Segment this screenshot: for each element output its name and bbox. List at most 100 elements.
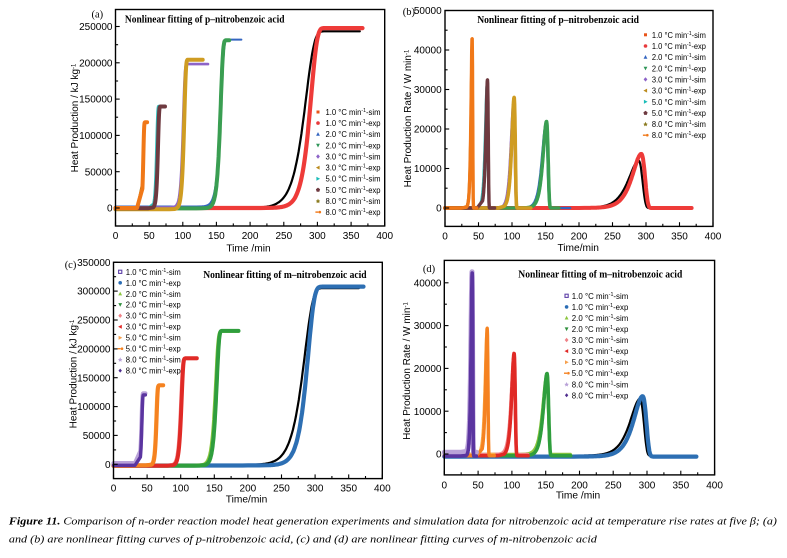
svg-text:Heat Production Rate / W min-1: Heat Production Rate / W min-1 bbox=[402, 302, 413, 440]
svg-text:3.0 °C min-1-exp: 3.0 °C min-1-exp bbox=[126, 323, 182, 332]
svg-text:100: 100 bbox=[172, 484, 189, 495]
svg-text:150: 150 bbox=[208, 231, 225, 242]
svg-text:10000: 10000 bbox=[414, 407, 442, 418]
svg-text:Heat Production Rate / W min-1: Heat Production Rate / W min-1 bbox=[403, 49, 414, 187]
svg-text:2.0 °C min-1-exp: 2.0 °C min-1-exp bbox=[326, 141, 382, 150]
svg-text:8.0 °C min-1-sim: 8.0 °C min-1-sim bbox=[126, 356, 181, 365]
svg-text:0: 0 bbox=[107, 204, 113, 215]
svg-text:400: 400 bbox=[705, 232, 722, 243]
svg-text:5.0 °C min-1-exp: 5.0 °C min-1-exp bbox=[572, 369, 629, 378]
svg-text:250: 250 bbox=[605, 481, 622, 492]
svg-text:3.0 °C min-1-sim: 3.0 °C min-1-sim bbox=[126, 312, 181, 321]
svg-text:50: 50 bbox=[473, 232, 485, 243]
svg-text:50: 50 bbox=[142, 484, 154, 495]
svg-text:100: 100 bbox=[504, 481, 521, 492]
svg-text:3.0 °C min-1-sim: 3.0 °C min-1-sim bbox=[652, 75, 706, 84]
svg-text:3.0 °C min-1-sim: 3.0 °C min-1-sim bbox=[572, 336, 629, 345]
svg-text:8.0 °C min-1-exp: 8.0 °C min-1-exp bbox=[126, 367, 182, 376]
svg-text:0: 0 bbox=[436, 204, 442, 215]
svg-text:5.0 °C min-1-exp: 5.0 °C min-1-exp bbox=[652, 109, 707, 118]
svg-text:3.0 °C min-1-sim: 3.0 °C min-1-sim bbox=[326, 153, 381, 162]
svg-text:0: 0 bbox=[442, 481, 448, 492]
svg-text:0: 0 bbox=[113, 231, 119, 242]
svg-text:150000: 150000 bbox=[79, 95, 113, 106]
svg-text:Nonlinear fitting of m–nitrobe: Nonlinear fitting of m–nitrobenzoic acid bbox=[518, 269, 682, 280]
svg-text:8.0 °C min-1-exp: 8.0 °C min-1-exp bbox=[326, 208, 382, 217]
svg-text:Nonlinear fitting of p–nitrobe: Nonlinear fitting of p–nitrobenzoic acid bbox=[477, 15, 639, 26]
svg-text:300: 300 bbox=[638, 232, 655, 243]
svg-text:250000: 250000 bbox=[77, 316, 111, 327]
svg-text:1.0 °C min-1-exp: 1.0 °C min-1-exp bbox=[326, 119, 382, 128]
svg-text:Nonlinear fitting of p–nitrobe: Nonlinear fitting of p–nitrobenzoic acid bbox=[125, 15, 285, 26]
svg-text:300000: 300000 bbox=[77, 287, 111, 298]
svg-text:1.0 °C min-1-sim: 1.0 °C min-1-sim bbox=[126, 268, 181, 277]
svg-text:100: 100 bbox=[504, 232, 521, 243]
svg-text:300: 300 bbox=[309, 231, 326, 242]
svg-text:200000: 200000 bbox=[79, 58, 113, 69]
svg-text:(d): (d) bbox=[423, 264, 436, 275]
svg-text:150: 150 bbox=[537, 232, 554, 243]
svg-text:0: 0 bbox=[436, 450, 442, 461]
svg-text:Time/min: Time/min bbox=[226, 495, 268, 506]
svg-text:150: 150 bbox=[537, 481, 554, 492]
svg-text:1.0 °C min-1-exp: 1.0 °C min-1-exp bbox=[652, 42, 707, 51]
svg-text:0: 0 bbox=[442, 232, 448, 243]
svg-text:2.0 °C min-1-exp: 2.0 °C min-1-exp bbox=[652, 64, 707, 73]
svg-text:1.0 °C min-1-exp: 1.0 °C min-1-exp bbox=[572, 303, 629, 312]
svg-text:2.0 °C min-1-sim: 2.0 °C min-1-sim bbox=[326, 130, 381, 139]
svg-text:8.0 °C min-1-sim: 8.0 °C min-1-sim bbox=[652, 120, 706, 129]
svg-text:150: 150 bbox=[206, 484, 223, 495]
svg-text:(c): (c) bbox=[65, 260, 77, 271]
svg-text:250: 250 bbox=[273, 484, 290, 495]
svg-text:(b): (b) bbox=[403, 7, 416, 18]
svg-text:0: 0 bbox=[105, 460, 111, 471]
svg-text:300: 300 bbox=[307, 484, 324, 495]
svg-text:3.0 °C min-1-exp: 3.0 °C min-1-exp bbox=[326, 164, 382, 173]
svg-text:50000: 50000 bbox=[83, 431, 111, 442]
svg-text:Time /min: Time /min bbox=[226, 244, 270, 255]
svg-text:150000: 150000 bbox=[77, 373, 111, 384]
svg-text:0: 0 bbox=[111, 484, 117, 495]
svg-text:Nonlinear fitting of m–nitrobe: Nonlinear fitting of m–nitrobenzoic acid bbox=[203, 270, 367, 281]
svg-text:200: 200 bbox=[242, 231, 259, 242]
svg-text:200: 200 bbox=[571, 232, 588, 243]
svg-text:20000: 20000 bbox=[414, 364, 442, 375]
svg-text:350000: 350000 bbox=[77, 258, 111, 269]
svg-text:1.0 °C min-1-sim: 1.0 °C min-1-sim bbox=[572, 292, 629, 301]
svg-text:2.0 °C min-1-exp: 2.0 °C min-1-exp bbox=[126, 301, 182, 310]
svg-text:50: 50 bbox=[473, 481, 485, 492]
svg-text:2.0 °C min-1-exp: 2.0 °C min-1-exp bbox=[572, 325, 629, 334]
svg-text:40000: 40000 bbox=[414, 46, 442, 57]
svg-text:2.0 °C min-1-sim: 2.0 °C min-1-sim bbox=[572, 314, 629, 323]
svg-text:250: 250 bbox=[604, 232, 621, 243]
svg-text:400: 400 bbox=[374, 484, 391, 495]
svg-text:8.0 °C min-1-exp: 8.0 °C min-1-exp bbox=[572, 391, 629, 400]
svg-text:200000: 200000 bbox=[77, 345, 111, 356]
svg-text:400: 400 bbox=[706, 481, 723, 492]
svg-text:250000: 250000 bbox=[79, 22, 113, 33]
svg-text:Heat Production / kJ kg-1: Heat Production / kJ kg-1 bbox=[69, 319, 80, 428]
svg-text:2.0 °C min-1-sim: 2.0 °C min-1-sim bbox=[126, 290, 181, 299]
svg-text:100000: 100000 bbox=[79, 131, 113, 142]
svg-text:40000: 40000 bbox=[414, 278, 442, 289]
svg-text:5.0 °C min-1-sim: 5.0 °C min-1-sim bbox=[572, 358, 629, 367]
svg-text:100000: 100000 bbox=[77, 402, 111, 413]
svg-text:30000: 30000 bbox=[414, 321, 442, 332]
svg-text:350: 350 bbox=[340, 484, 357, 495]
svg-text:5.0 °C min-1-sim: 5.0 °C min-1-sim bbox=[652, 98, 706, 107]
svg-text:350: 350 bbox=[671, 232, 688, 243]
svg-text:400: 400 bbox=[376, 231, 393, 242]
svg-text:and (b) are nonlinear fitting: and (b) are nonlinear fitting curves of … bbox=[9, 535, 598, 546]
svg-text:20000: 20000 bbox=[414, 125, 442, 136]
svg-text:Time/min: Time/min bbox=[557, 243, 599, 254]
svg-text:(a): (a) bbox=[92, 9, 104, 20]
svg-text:200: 200 bbox=[571, 481, 588, 492]
svg-text:Time /min: Time /min bbox=[556, 491, 600, 502]
svg-text:50000: 50000 bbox=[414, 6, 442, 17]
svg-text:5.0 °C min-1-sim: 5.0 °C min-1-sim bbox=[126, 334, 181, 343]
svg-text:50000: 50000 bbox=[85, 167, 113, 178]
svg-text:1.0 °C min-1-exp: 1.0 °C min-1-exp bbox=[126, 279, 182, 288]
svg-text:30000: 30000 bbox=[414, 85, 442, 96]
svg-text:50: 50 bbox=[144, 231, 156, 242]
svg-text:3.0 °C min-1-exp: 3.0 °C min-1-exp bbox=[572, 347, 629, 356]
